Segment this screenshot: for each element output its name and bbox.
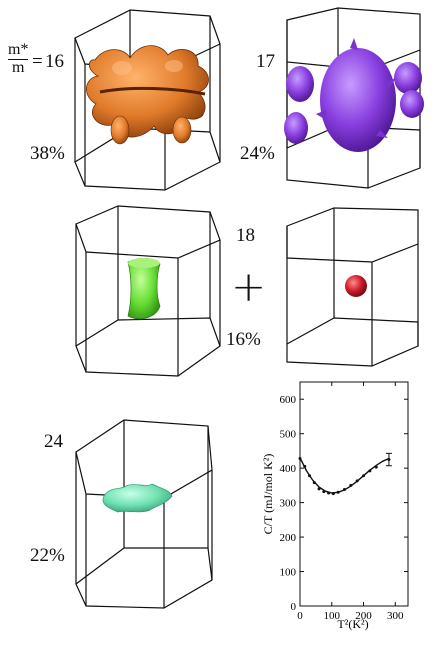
data-point [331,492,335,496]
brillouin-zone-green [75,205,221,377]
y-tick-label: 100 [280,567,297,579]
y-tick-label: 300 [280,498,297,510]
panel-purple-mass: 17 [256,51,275,72]
panel-teal-mass: 24 [44,431,63,452]
panel-green-mass: 18 [236,225,255,246]
y-tick-label: 0 [291,601,297,613]
x-axis-ticks: 0 100 200 300 [297,382,404,622]
y-axis-ticks: 0 100 200 300 400 500 600 [280,394,408,613]
fermi-surface-green [127,258,161,320]
brillouin-zone-teal [75,419,213,609]
fit-curve [299,457,390,494]
data-point [317,487,321,491]
x-tick-label: 0 [297,610,303,622]
data-point [349,483,353,487]
fermi-surface-purple [284,38,424,152]
panel-orange-percent: 38% [30,143,65,164]
y-tick-label: 500 [280,429,297,441]
plus-sign: + [231,262,267,311]
mass-ratio-denominator: m [12,59,25,76]
fermi-surface-teal [102,483,173,513]
data-point [368,469,372,473]
data-point [298,457,302,461]
x-tick-label: 100 [324,610,341,622]
panel-green-percent: 16% [226,329,261,350]
y-axis-label: C/T (mJ/mol K²) [261,454,275,535]
panel-purple-percent: 24% [240,143,275,164]
x-tick-label: 200 [355,610,372,622]
y-tick-label: 600 [280,394,297,406]
error-bar [385,452,392,467]
plot-frame [299,381,409,607]
data-point [322,490,326,494]
data-points [298,457,391,496]
data-point [336,490,340,494]
panel-orange-mass: 16 [45,51,64,72]
mass-ratio-label: m* m [8,41,29,76]
panel-teal-percent: 22% [30,545,65,566]
y-tick-label: 400 [280,463,297,475]
y-tick-label: 200 [280,532,297,544]
data-point [355,479,359,483]
data-point [308,474,312,478]
fermi-surface-orange [86,45,209,145]
data-point [327,491,331,495]
brillouin-zone-red [286,207,419,367]
x-tick-label: 300 [387,610,404,622]
mass-equals-sign: = [32,51,43,72]
mass-ratio-numerator: m* [8,41,29,60]
data-point [342,488,346,492]
x-axis-label: T²(K²) [337,617,368,631]
data-point [362,474,366,478]
fermi-surface-red [345,275,367,297]
data-point [312,481,316,485]
data-point [374,465,378,469]
data-point [303,464,307,468]
